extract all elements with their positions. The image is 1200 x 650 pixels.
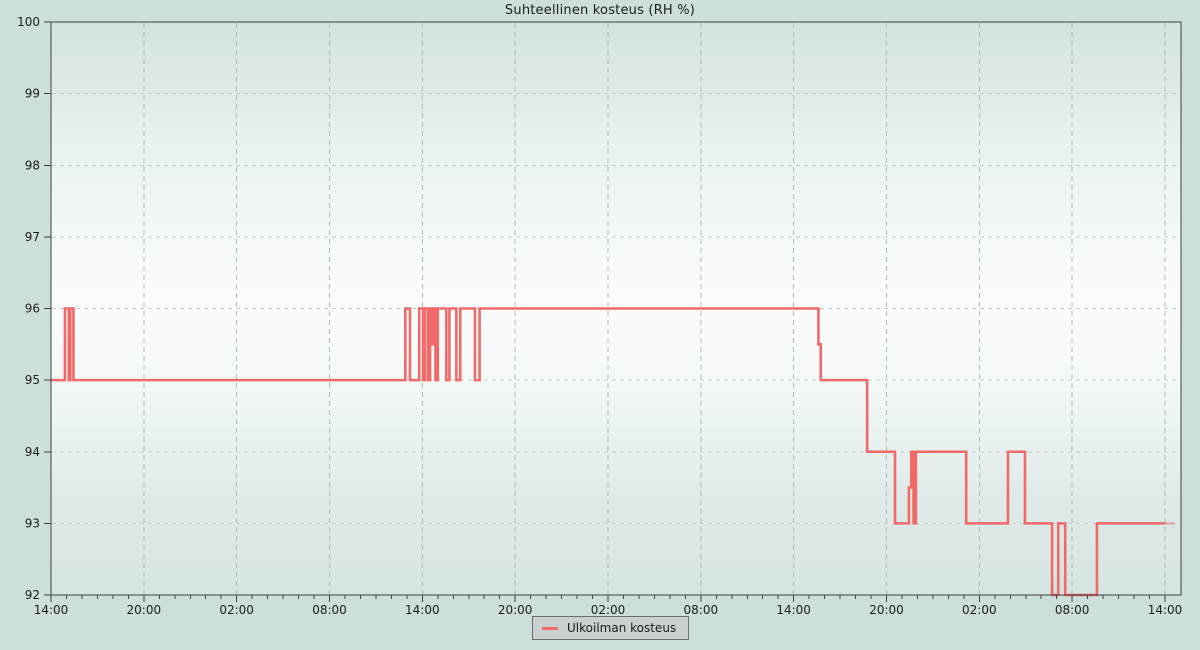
y-tick-label: 97 (25, 230, 40, 244)
series-line-icon (542, 626, 558, 630)
x-tick-label: 14:00 (34, 603, 69, 617)
x-tick-label: 14:00 (1148, 603, 1183, 617)
x-tick-label: 02:00 (591, 603, 626, 617)
y-tick-label: 92 (25, 588, 40, 602)
y-tick-label: 93 (25, 516, 40, 530)
y-tick-label: 99 (25, 87, 40, 101)
x-tick-label: 02:00 (219, 603, 254, 617)
y-axis-ticks-labels: 100 99 98 97 96 95 94 93 92 (17, 15, 51, 602)
series (51, 307, 1175, 597)
x-tick-label: 20:00 (869, 603, 904, 617)
y-tick-label: 94 (25, 445, 40, 459)
y-tick-label: 98 (25, 158, 40, 172)
x-tick-label: 14:00 (405, 603, 440, 617)
x-tick-label: 14:00 (776, 603, 811, 617)
x-tick-label: 08:00 (684, 603, 719, 617)
x-tick-label: 20:00 (127, 603, 162, 617)
y-tick-label: 96 (25, 302, 40, 316)
legend: Ulkoilman kosteus (532, 616, 690, 640)
legend-label: Ulkoilman kosteus (567, 621, 677, 635)
x-tick-label: 20:00 (498, 603, 533, 617)
series-path-ulkoilman-kosteus (51, 307, 1165, 597)
chart-title: Suhteellinen kosteus (RH %) (504, 3, 696, 18)
y-tick-label: 95 (25, 373, 40, 387)
x-axis-ticks-labels: 14:00 20:00 02:00 08:00 14:00 20:00 02:00 08:00… (34, 595, 1183, 617)
y-tick-label: 100 (17, 15, 40, 29)
x-tick-label: 02:00 (962, 603, 997, 617)
x-tick-label: 08:00 (1055, 603, 1090, 617)
x-tick-label: 08:00 (312, 603, 347, 617)
